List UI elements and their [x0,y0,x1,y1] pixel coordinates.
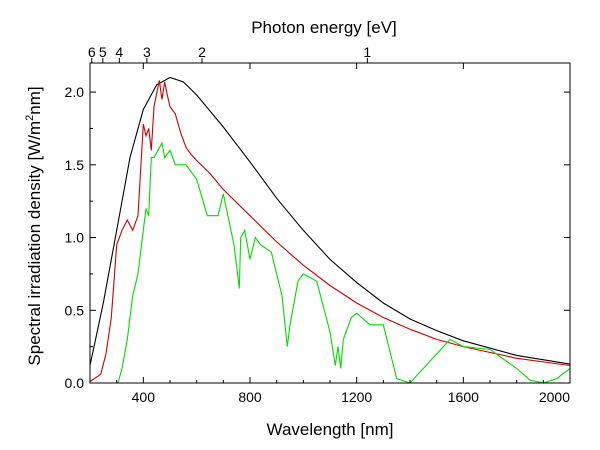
series-line-2 [90,80,570,382]
x-tick-label: 2000 [539,389,570,405]
series-line-1 [90,76,570,366]
y-axis-label-superscript: 2 [24,115,36,121]
y-axis-label: Spectral irradiation density [W/m2nm] [24,86,44,365]
x-axis-label: Wavelength [nm] [267,420,394,439]
series-layer [90,76,570,383]
axes-layer: 400 800 1200 1600 2000 0.0 0.5 1.0 1.5 2.0 6 5 4 3 2 1 [65,44,571,405]
top-tick-label: 3 [143,44,151,60]
x-tick-label: 400 [132,389,156,405]
top-tick-label: 1 [363,44,371,60]
top-tick-label: 2 [198,44,206,60]
y-tick-label: 2.0 [65,84,85,100]
x-tick-label: 1600 [448,389,479,405]
top-tick-label: 6 [88,44,96,60]
top-axis-label: Photon energy [eV] [251,18,397,37]
top-tick-label: 4 [115,44,123,60]
y-axis-label-unit: nm] [25,86,44,114]
top-tick-label: 5 [99,44,107,60]
y-tick-label: 0.5 [65,302,85,318]
y-tick-label: 0.0 [65,375,85,391]
y-tick-label: 1.5 [65,157,85,173]
y-axis-label-main: Spectral irradiation density [W/m [25,121,44,366]
x-tick-label: 800 [238,389,262,405]
y-tick-label: 1.0 [65,230,85,246]
series-line-3 [90,141,570,383]
x-tick-label: 1200 [341,389,372,405]
